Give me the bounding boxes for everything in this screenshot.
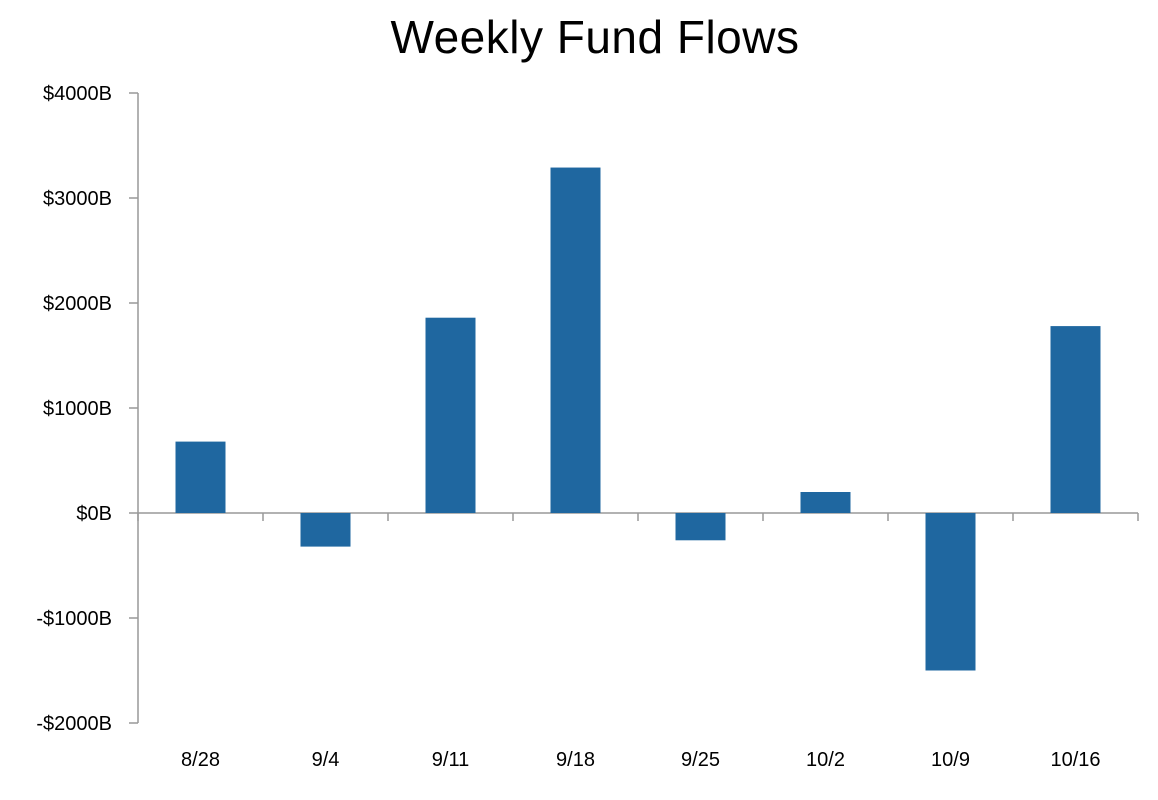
y-tick-label: -$2000B xyxy=(36,713,112,735)
x-tick-label: 10/2 xyxy=(806,749,845,771)
x-tick-label: 9/11 xyxy=(432,749,469,771)
x-axis: 8/28 9/4 9/11 9/18 9/25 10/2 10/9 10/16 xyxy=(137,512,1139,771)
x-tick-label: 9/25 xyxy=(681,749,720,771)
bar-9-25 xyxy=(675,513,726,541)
bar-9-18 xyxy=(550,167,601,514)
bar-8-28 xyxy=(175,441,226,513)
x-tick-label: 10/16 xyxy=(1050,749,1100,771)
bar-9-4 xyxy=(300,513,351,547)
x-tick-label: 9/4 xyxy=(312,749,340,771)
y-tick-label: $4000B xyxy=(43,83,112,105)
y-tick-label: $1000B xyxy=(43,398,112,420)
bar-10-16 xyxy=(1050,326,1101,513)
x-tick-label: 9/18 xyxy=(556,749,595,771)
bar-10-9 xyxy=(925,513,976,671)
bar-9-11 xyxy=(425,317,476,513)
chart-title: Weekly Fund Flows xyxy=(390,11,800,63)
y-tick-label: $0B xyxy=(76,503,112,525)
bars xyxy=(175,167,1101,671)
y-tick-label: $2000B xyxy=(43,293,112,315)
y-axis: $4000B $3000B $2000B $1000B $0B -$1000B -$2000… xyxy=(36,83,139,735)
y-tick-label: $3000B xyxy=(43,188,112,210)
x-tick-label: 10/9 xyxy=(931,749,970,771)
y-tick-label: -$1000B xyxy=(36,608,112,630)
x-tick-label: 8/28 xyxy=(181,749,220,771)
bar-10-2 xyxy=(800,492,851,513)
